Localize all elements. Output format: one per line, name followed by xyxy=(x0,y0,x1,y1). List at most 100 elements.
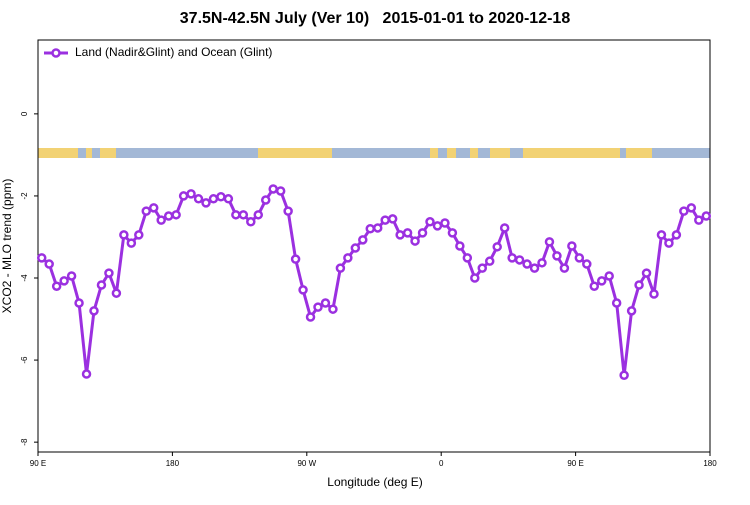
point xyxy=(231,210,241,220)
point xyxy=(328,304,338,314)
point xyxy=(417,228,428,238)
y-tick-label: -2 xyxy=(20,192,29,200)
point xyxy=(298,285,308,295)
point xyxy=(567,241,577,251)
point xyxy=(111,288,122,298)
point xyxy=(462,253,473,263)
point xyxy=(380,215,390,225)
point xyxy=(664,238,674,248)
point xyxy=(477,263,488,273)
point xyxy=(492,242,502,252)
x-tick-label: 0 xyxy=(439,459,444,468)
x-tick-label: 180 xyxy=(703,459,717,468)
point xyxy=(320,298,331,308)
point xyxy=(470,273,480,283)
point xyxy=(44,259,54,269)
point xyxy=(582,259,592,269)
point xyxy=(402,228,413,238)
point xyxy=(268,184,278,194)
legend-marker xyxy=(51,48,61,58)
point xyxy=(634,280,644,290)
point xyxy=(313,302,323,312)
point xyxy=(343,253,353,263)
point xyxy=(626,306,637,316)
point xyxy=(387,214,398,224)
point xyxy=(275,186,286,196)
point xyxy=(156,215,166,225)
point xyxy=(223,194,234,204)
point xyxy=(447,228,458,238)
y-tick-label: -6 xyxy=(20,356,29,364)
x-tick-label: 90 W xyxy=(297,459,316,468)
point xyxy=(455,241,465,251)
point xyxy=(410,236,420,246)
point xyxy=(432,221,443,231)
point xyxy=(350,243,361,253)
x-tick-label: 90 E xyxy=(30,459,46,468)
point xyxy=(238,210,249,220)
point xyxy=(290,254,301,264)
point xyxy=(74,298,84,308)
point xyxy=(365,224,376,234)
point xyxy=(619,370,629,381)
point xyxy=(171,210,181,220)
point xyxy=(686,203,697,213)
point xyxy=(66,271,77,281)
point xyxy=(89,306,99,316)
point xyxy=(59,276,69,286)
point xyxy=(36,253,47,263)
land-ocean-strip xyxy=(38,148,710,158)
y-tick-label: 0 xyxy=(20,111,29,116)
point xyxy=(51,281,62,291)
point xyxy=(358,235,368,245)
point xyxy=(305,312,316,322)
point xyxy=(253,210,264,220)
x-tick-label: 90 E xyxy=(567,459,583,468)
plot-frame xyxy=(37,39,711,453)
point xyxy=(649,289,659,299)
point xyxy=(499,223,510,233)
point xyxy=(507,253,517,263)
point xyxy=(246,217,256,227)
point xyxy=(611,298,622,308)
point xyxy=(126,238,137,248)
point xyxy=(148,203,159,213)
point xyxy=(81,369,92,379)
point xyxy=(134,230,144,240)
y-axis-label: XCO2 - MLO trend (ppm) xyxy=(0,179,14,314)
point xyxy=(537,258,547,268)
point xyxy=(641,268,652,278)
point xyxy=(544,237,555,247)
point xyxy=(119,230,129,240)
point xyxy=(514,255,525,265)
point xyxy=(216,192,226,202)
point xyxy=(260,195,271,205)
point xyxy=(283,206,293,216)
point xyxy=(178,191,189,201)
point xyxy=(484,256,495,266)
y-tick-label: -4 xyxy=(20,274,29,282)
x-tick-label: 180 xyxy=(166,459,180,468)
point xyxy=(104,268,114,278)
point xyxy=(671,230,682,240)
point xyxy=(559,263,570,273)
point xyxy=(425,217,435,227)
x-axis-label: Longitude (deg E) xyxy=(327,475,422,489)
point xyxy=(440,218,450,228)
point xyxy=(656,230,667,240)
legend-label: Land (Nadir&Glint) and Ocean (Glint) xyxy=(75,45,272,59)
point xyxy=(208,194,219,204)
point xyxy=(694,215,704,225)
point xyxy=(589,281,600,291)
point xyxy=(574,253,585,263)
point xyxy=(141,206,152,216)
point xyxy=(529,263,540,273)
point xyxy=(193,194,204,204)
point xyxy=(335,263,346,273)
point xyxy=(96,280,107,290)
point xyxy=(201,198,211,208)
point xyxy=(522,259,532,269)
y-tick-label: -8 xyxy=(20,438,29,446)
